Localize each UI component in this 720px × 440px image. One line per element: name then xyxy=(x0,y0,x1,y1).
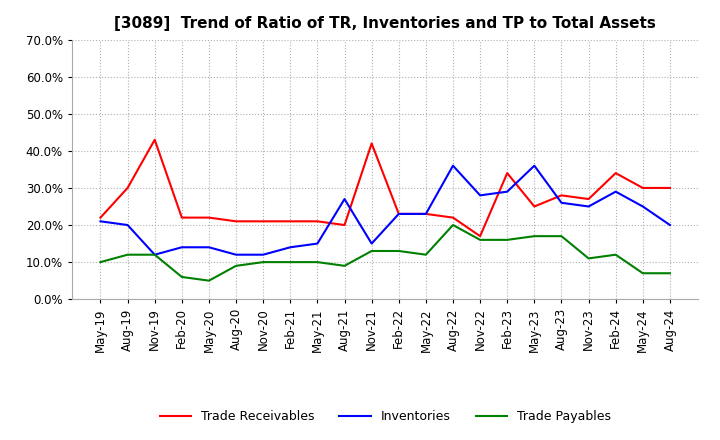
Inventories xyxy=(665,222,674,227)
Trade Receivables xyxy=(421,211,430,216)
Inventories xyxy=(530,163,539,169)
Inventories xyxy=(259,252,268,257)
Inventories xyxy=(611,189,620,194)
Inventories xyxy=(204,245,213,250)
Trade Receivables xyxy=(584,196,593,202)
Inventories xyxy=(639,204,647,209)
Trade Payables xyxy=(367,248,376,253)
Trade Payables xyxy=(96,260,105,265)
Trade Receivables xyxy=(204,215,213,220)
Trade Payables xyxy=(123,252,132,257)
Inventories xyxy=(476,193,485,198)
Trade Payables xyxy=(259,260,268,265)
Line: Inventories: Inventories xyxy=(101,166,670,255)
Trade Payables xyxy=(178,274,186,279)
Trade Payables xyxy=(232,263,240,268)
Trade Payables xyxy=(286,260,294,265)
Inventories xyxy=(232,252,240,257)
Trade Receivables xyxy=(639,185,647,191)
Trade Payables xyxy=(395,248,403,253)
Trade Payables xyxy=(584,256,593,261)
Trade Payables xyxy=(204,278,213,283)
Trade Payables xyxy=(557,234,566,239)
Trade Receivables xyxy=(665,185,674,191)
Inventories xyxy=(449,163,457,169)
Title: [3089]  Trend of Ratio of TR, Inventories and TP to Total Assets: [3089] Trend of Ratio of TR, Inventories… xyxy=(114,16,656,32)
Trade Receivables xyxy=(476,234,485,239)
Trade Receivables xyxy=(557,193,566,198)
Trade Payables xyxy=(449,222,457,227)
Inventories xyxy=(313,241,322,246)
Inventories xyxy=(395,211,403,216)
Inventories xyxy=(178,245,186,250)
Trade Receivables xyxy=(259,219,268,224)
Trade Receivables xyxy=(232,219,240,224)
Trade Receivables xyxy=(313,219,322,224)
Trade Payables xyxy=(341,263,349,268)
Trade Receivables xyxy=(178,215,186,220)
Trade Receivables xyxy=(150,137,159,143)
Inventories xyxy=(123,222,132,227)
Inventories xyxy=(503,189,511,194)
Trade Payables xyxy=(611,252,620,257)
Trade Payables xyxy=(313,260,322,265)
Trade Payables xyxy=(421,252,430,257)
Trade Receivables xyxy=(367,141,376,146)
Inventories xyxy=(341,196,349,202)
Trade Payables xyxy=(665,271,674,276)
Trade Receivables xyxy=(611,170,620,176)
Trade Receivables xyxy=(395,211,403,216)
Trade Payables xyxy=(476,237,485,242)
Trade Receivables xyxy=(341,222,349,227)
Line: Trade Receivables: Trade Receivables xyxy=(101,140,670,236)
Inventories xyxy=(367,241,376,246)
Trade Receivables xyxy=(123,185,132,191)
Trade Receivables xyxy=(96,215,105,220)
Inventories xyxy=(421,211,430,216)
Inventories xyxy=(557,200,566,205)
Trade Payables xyxy=(530,234,539,239)
Trade Payables xyxy=(503,237,511,242)
Trade Receivables xyxy=(530,204,539,209)
Inventories xyxy=(584,204,593,209)
Inventories xyxy=(96,219,105,224)
Trade Receivables xyxy=(286,219,294,224)
Inventories xyxy=(150,252,159,257)
Line: Trade Payables: Trade Payables xyxy=(101,225,670,281)
Trade Receivables xyxy=(449,215,457,220)
Legend: Trade Receivables, Inventories, Trade Payables: Trade Receivables, Inventories, Trade Pa… xyxy=(155,405,616,428)
Inventories xyxy=(286,245,294,250)
Trade Receivables xyxy=(503,170,511,176)
Trade Payables xyxy=(150,252,159,257)
Trade Payables xyxy=(639,271,647,276)
